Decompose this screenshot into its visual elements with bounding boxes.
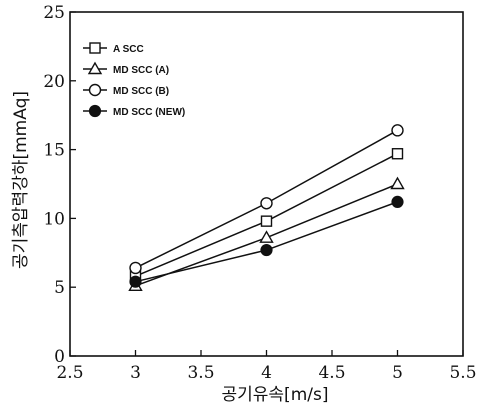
x-axis-ticks: 2.5 3 3.5 4 4.5 5 5.5: [56, 350, 477, 383]
data-point-marker: [391, 124, 404, 137]
data-point-marker: [391, 148, 404, 160]
data-point-marker: [129, 261, 142, 275]
data-point-marker: [259, 230, 274, 243]
legend-marker: [89, 42, 101, 54]
y-axis-ticks: 0 5 10 15 20 25: [43, 3, 76, 367]
data-point-marker: [260, 243, 273, 257]
y-tick-label: 10: [43, 209, 65, 229]
plot-frame: [69, 11, 464, 357]
data-point-marker: [260, 215, 273, 227]
x-tick-label: 4.5: [318, 363, 345, 383]
legend-marker: [87, 61, 103, 75]
x-tick-label: 5.5: [449, 363, 476, 383]
x-tick-label: 5: [392, 363, 403, 383]
data-point-marker: [129, 275, 142, 288]
legend-marker: [88, 104, 102, 118]
series-line: [135, 153, 398, 277]
y-tick-label: 15: [43, 141, 65, 161]
legend-label: A SCC: [113, 44, 144, 55]
legend-label: MD SCC (NEW): [113, 107, 185, 118]
data-point-marker: [260, 197, 273, 210]
x-tick-label: 3.5: [187, 363, 214, 383]
y-tick-label: 5: [54, 278, 65, 298]
y-tick-label: 0: [54, 347, 65, 367]
legend-marker: [88, 83, 102, 97]
y-tick-label: 20: [43, 72, 65, 92]
legend-label: MD SCC (A): [113, 65, 169, 76]
legend-label: MD SCC (B): [113, 86, 169, 97]
y-tick-label: 25: [43, 3, 65, 23]
series-markers: [128, 124, 405, 292]
x-tick-label: 2.5: [56, 363, 83, 383]
x-tick-label: 4: [261, 363, 272, 383]
data-point-marker: [390, 176, 405, 190]
x-axis-title: 공기유속[m/s]: [222, 385, 329, 405]
legend: A SCC MD SCC (A) MD SCC (B) MD SCC (NEW): [83, 42, 185, 118]
data-point-marker: [391, 195, 404, 208]
y-axis-title: 공기측압력강하[mmAq]: [11, 91, 31, 269]
x-tick-label: 3: [130, 363, 141, 383]
plot-area-border: [69, 11, 464, 357]
